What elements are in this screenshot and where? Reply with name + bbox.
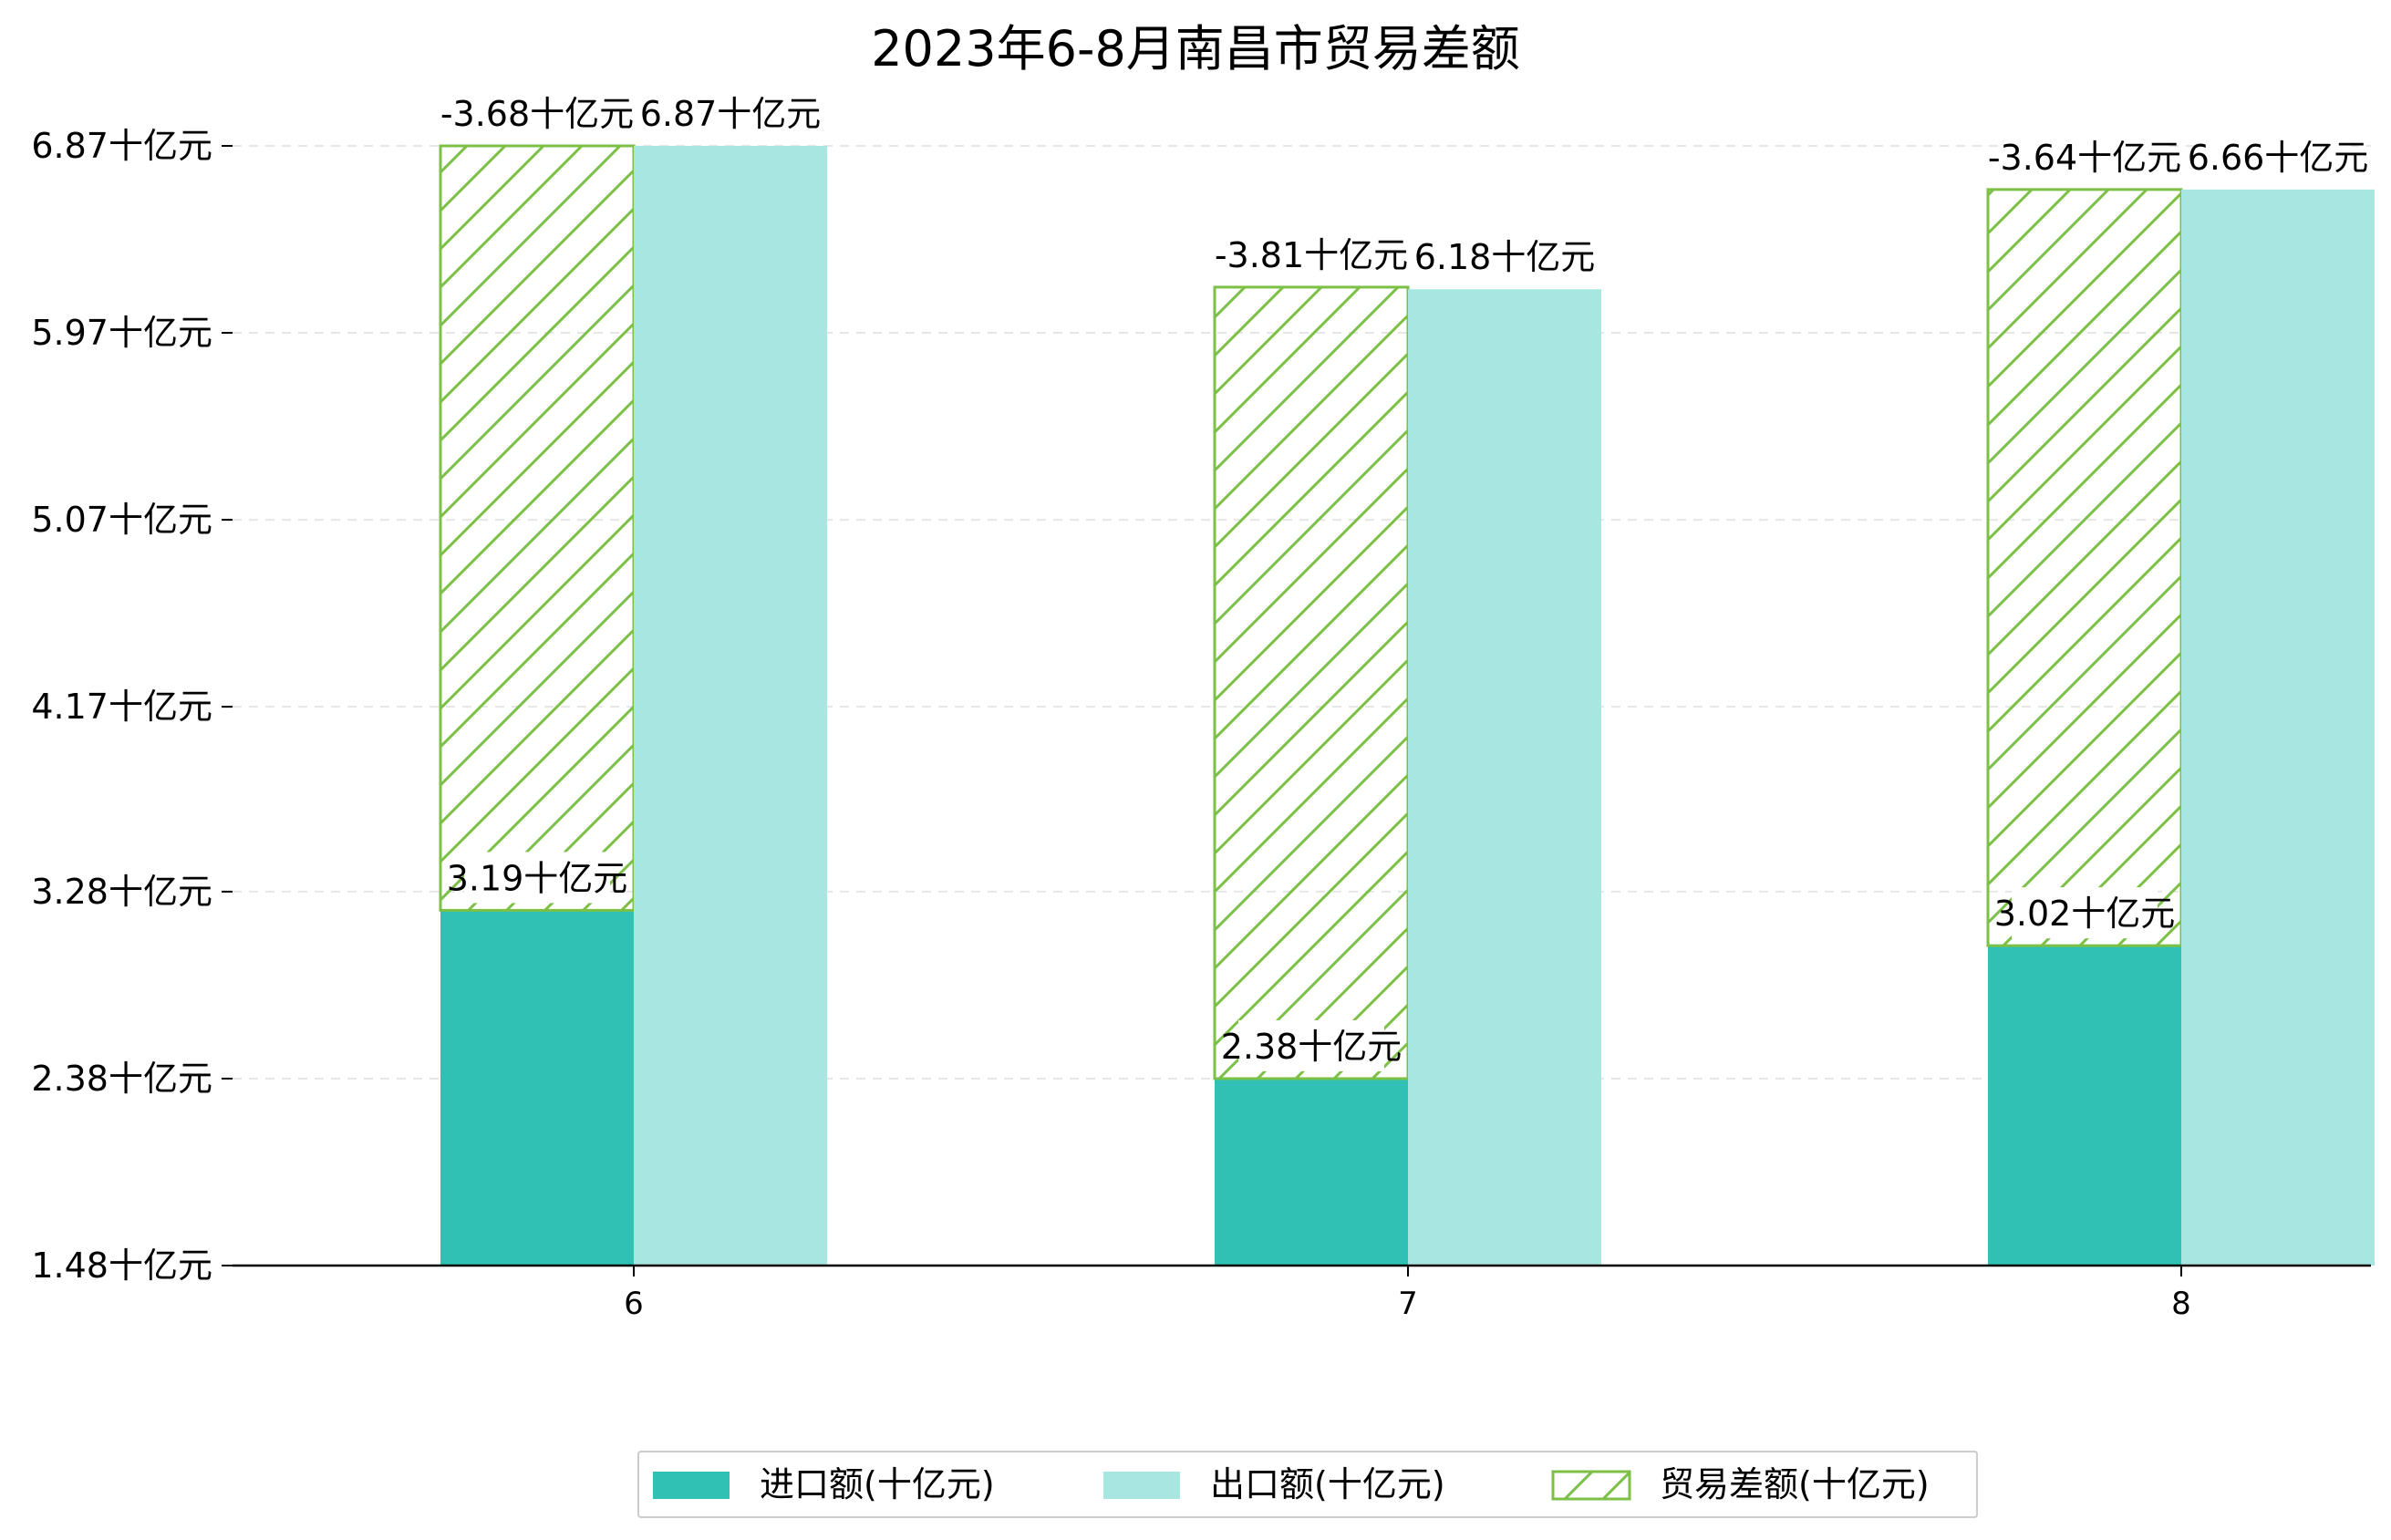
bars <box>439 144 2375 1266</box>
export-bar <box>1408 289 1601 1266</box>
legend-label: 贸易差额(十亿元) <box>1660 1464 1930 1504</box>
import-value-label: 3.19十亿元 <box>447 858 628 898</box>
balance-value-label: -3.64十亿元 <box>1988 138 2181 178</box>
export-value-label-bg <box>657 88 803 139</box>
balance-value-label-bg <box>2003 130 2167 182</box>
import-value-label: 3.02十亿元 <box>1994 894 2176 934</box>
balance-value-label-bg <box>455 88 619 139</box>
export-value-label: 6.87十亿元 <box>640 94 822 134</box>
legend-frame <box>637 1451 1978 1518</box>
import-bar <box>1215 1078 1408 1266</box>
export-value-label-bg <box>2205 130 2351 182</box>
balance-bar <box>1213 285 1410 1080</box>
balance-value-label: -3.81十亿元 <box>1215 235 1408 275</box>
import-bar <box>1988 946 2181 1266</box>
x-tick-label: 7 <box>1398 1286 1418 1322</box>
balance-value-label-bg <box>1229 228 1393 280</box>
balance-bar <box>1986 188 2183 947</box>
y-tick-label: 3.28十亿元 <box>31 872 212 912</box>
y-tick-label: 6.87十亿元 <box>31 126 212 166</box>
legend-swatch <box>1103 1472 1180 1499</box>
import-value-label-bg <box>464 852 610 904</box>
export-bar <box>2181 189 2375 1266</box>
export-value-label-bg <box>1432 231 1578 283</box>
chart-title: 2023年6-8月南昌市贸易差额 <box>871 20 1520 78</box>
export-value-label: 6.18十亿元 <box>1414 237 1596 277</box>
x-axis: 6 7 8 <box>233 1264 2371 1322</box>
y-tick-label: 5.07十亿元 <box>31 500 212 540</box>
y-tick-label: 1.48十亿元 <box>31 1245 212 1286</box>
export-value-label: 6.66十亿元 <box>2188 138 2369 178</box>
balance-value-label: -3.68十亿元 <box>440 94 634 134</box>
legend: 进口额(十亿元) 出口额(十亿元) 贸易差额(十亿元) <box>637 1451 1978 1518</box>
legend-swatch <box>1551 1470 1631 1501</box>
x-tick-label: 6 <box>624 1286 644 1322</box>
import-value-label-bg <box>2012 887 2158 939</box>
y-axis: 1.48十亿元 2.38十亿元 3.28十亿元 4.17十亿元 5.07十亿元 5.97十… <box>31 126 233 1286</box>
legend-swatch <box>653 1472 730 1499</box>
y-tick-label: 5.97十亿元 <box>31 313 212 353</box>
legend-label: 出口额(十亿元) <box>1210 1464 1445 1504</box>
balance-bar <box>439 144 636 912</box>
x-tick-label: 8 <box>2171 1286 2191 1322</box>
legend-label: 进口额(十亿元) <box>760 1464 995 1504</box>
import-bar <box>440 910 634 1266</box>
import-value-label: 2.38十亿元 <box>1221 1027 1403 1067</box>
y-tick-label: 4.17十亿元 <box>31 687 212 727</box>
import-value-label-bg <box>1238 1019 1384 1071</box>
y-tick-label: 2.38十亿元 <box>31 1059 212 1099</box>
export-bar <box>634 146 827 1266</box>
value-labels: 3.19十亿元 6.87十亿元-3.68十亿元 2.38十亿元 6.18十亿元-3.8… <box>440 88 2368 1071</box>
